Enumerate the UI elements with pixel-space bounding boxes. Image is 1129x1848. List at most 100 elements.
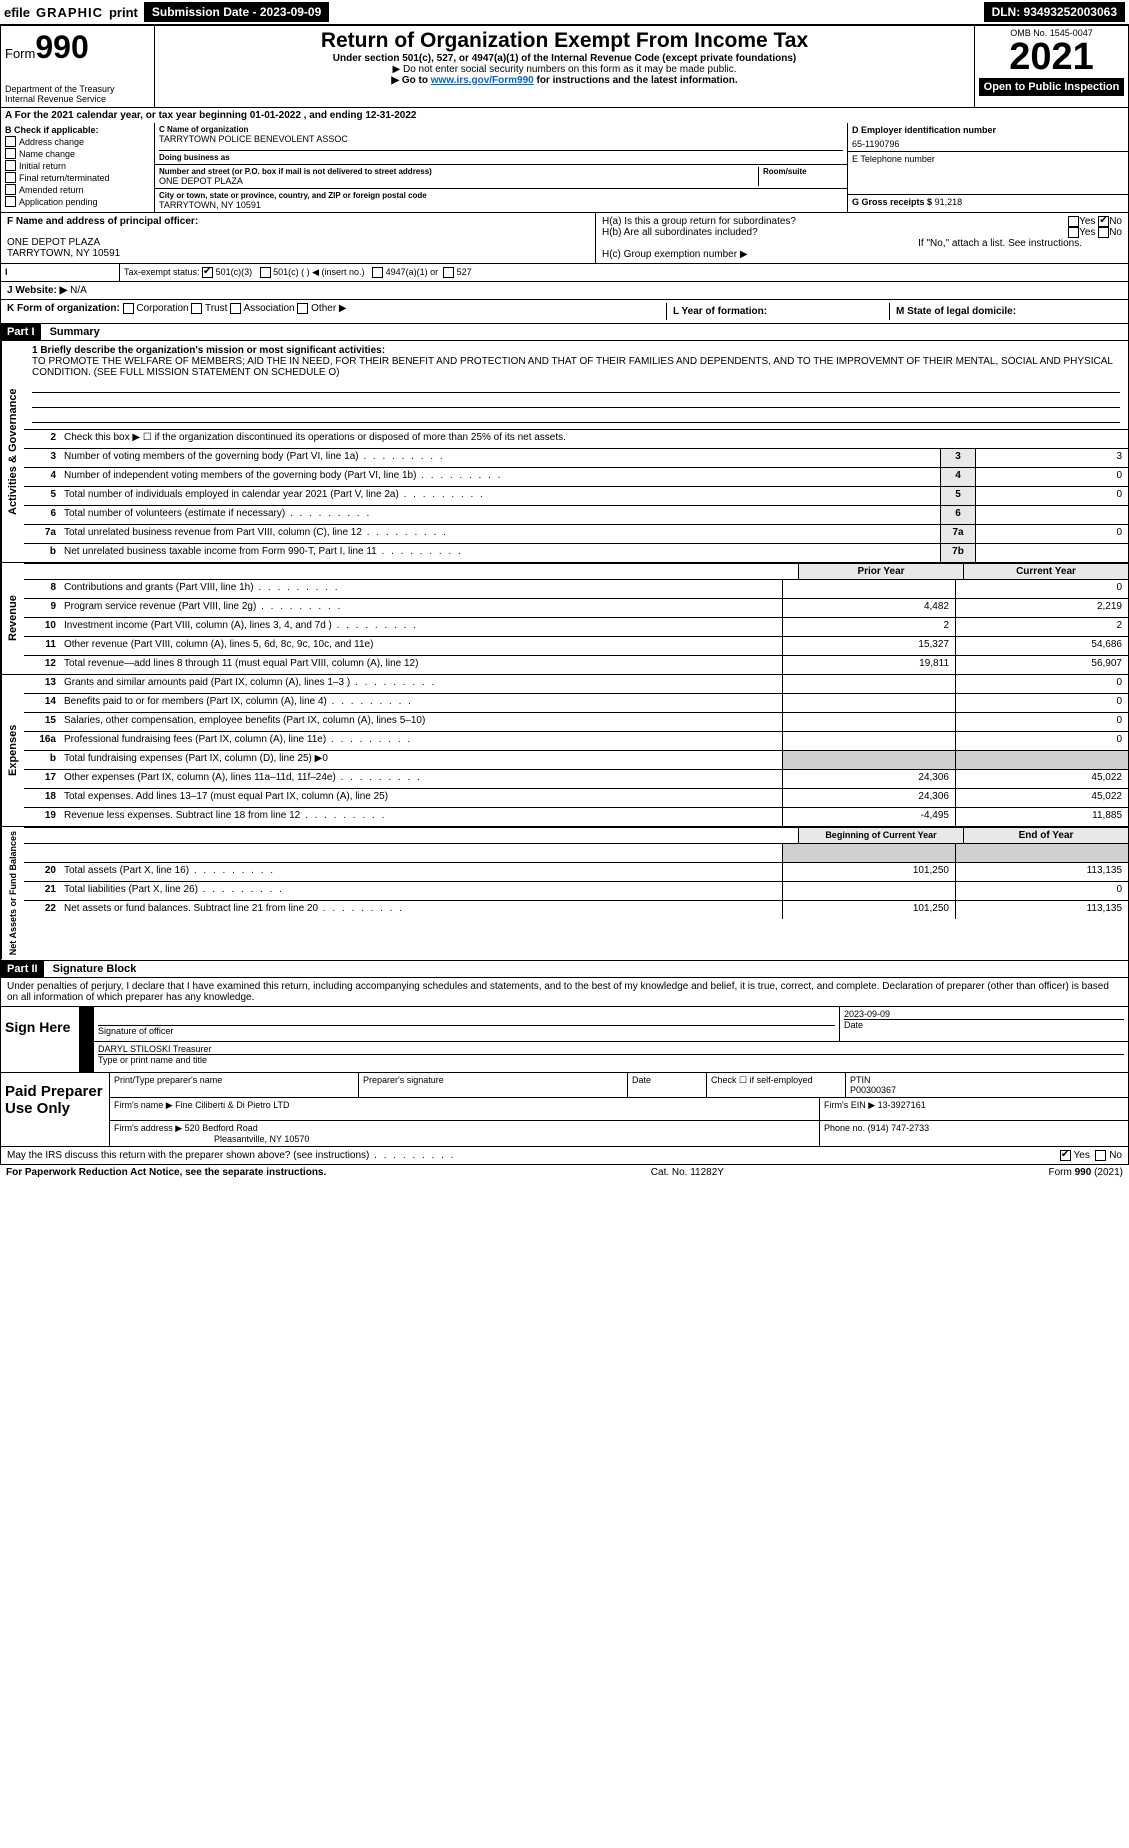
cb-name-change[interactable] [5,148,16,159]
a-begin: 01-01-2022 [250,110,301,121]
k-org-row: K Form of organization: Corporation Trus… [0,300,1129,324]
firm-name: Fine Ciliberti & Di Pietro LTD [175,1100,289,1110]
cb-address-change[interactable] [5,136,16,147]
footer-form-num: 990 [1075,1167,1092,1178]
hc-label: H(c) Group exemption number ▶ [602,249,1122,260]
line-7a-val: 0 [975,525,1128,543]
line-17-text: Other expenses (Part IX, column (A), lin… [60,770,782,788]
city-label: City or town, state or province, country… [159,191,843,200]
a-mid: , and ending [304,110,366,121]
part2-title: Signature Block [53,963,137,975]
ptin-value: P00300367 [850,1085,1124,1095]
form990-link[interactable]: www.irs.gov/Form990 [431,75,534,86]
part1-title: Summary [50,326,100,338]
line-6-text: Total number of volunteers (estimate if … [60,506,940,524]
line-15-curr: 0 [955,713,1128,731]
lbl-name-change: Name change [19,149,75,159]
line-8-text: Contributions and grants (Part VIII, lin… [60,580,782,598]
cb-ha-yes[interactable] [1068,216,1079,227]
ha-yes: Yes [1079,216,1095,227]
top-bar: efile GRAPHIC print Submission Date - 20… [0,0,1129,25]
cb-assoc[interactable] [230,303,241,314]
form-note-1: ▶ Do not enter social security numbers o… [161,64,968,75]
cb-hb-yes[interactable] [1068,227,1079,238]
cb-discuss-yes[interactable] [1060,1150,1071,1161]
form-number: 990 [35,29,88,65]
name-label: C Name of organization [159,125,843,134]
cb-trust[interactable] [191,303,202,314]
line-16a-prior [782,732,955,750]
lbl-501c: 501(c) ( ) ◀ (insert no.) [273,267,364,277]
firm-addr-label: Firm's address ▶ [114,1123,182,1133]
cb-other[interactable] [297,303,308,314]
sign-arrow-icon-2 [80,1042,94,1072]
a-pre: A For the 2021 calendar year, or tax yea… [5,110,250,121]
sign-block: Sign Here Signature of officer 2023-09-0… [0,1007,1129,1073]
line-8-curr: 0 [955,580,1128,598]
prior-year-hdr: Prior Year [798,564,963,579]
line-18-text: Total expenses. Add lines 13–17 (must eq… [60,789,782,807]
rev-vert-label: Revenue [1,563,24,674]
line-5-val: 0 [975,487,1128,505]
print-button[interactable]: print [109,5,138,20]
ein-value: 65-1190796 [852,139,1124,149]
line-10-prior: 2 [782,618,955,636]
line-7b-val [975,544,1128,562]
line-10-curr: 2 [955,618,1128,636]
phone-label: Phone no. [824,1123,865,1133]
sign-arrow-icon [80,1007,94,1041]
cb-amended[interactable] [5,184,16,195]
phone-value: (914) 747-2733 [868,1123,930,1133]
firm-addr2: Pleasantville, NY 10570 [114,1134,815,1144]
line-12-curr: 56,907 [955,656,1128,674]
cb-ha-no[interactable] [1098,216,1109,227]
footer-form-pre: Form [1049,1167,1075,1178]
line-9-text: Program service revenue (Part VIII, line… [60,599,782,617]
exp-vert-label: Expenses [1,675,24,826]
line-11-text: Other revenue (Part VIII, column (A), li… [60,637,782,655]
entity-block: B Check if applicable: Address change Na… [0,123,1129,213]
part1-header: Part I [1,324,41,340]
hb-label: H(b) Are all subordinates included? [602,227,758,238]
street-value: ONE DEPOT PLAZA [159,176,758,186]
city-value: TARRYTOWN, NY 10591 [159,200,843,210]
line-11-prior: 15,327 [782,637,955,655]
col-c: C Name of organization TARRYTOWN POLICE … [155,123,847,212]
rev-section: Revenue Prior YearCurrent Year 8Contribu… [0,563,1129,675]
col-d: D Employer identification number 65-1190… [847,123,1128,212]
lbl-final-return: Final return/terminated [19,173,110,183]
cb-501c[interactable] [260,267,271,278]
line-13-prior [782,675,955,693]
line-15-prior [782,713,955,731]
na-vert-label: Net Assets or Fund Balances [1,827,24,959]
tax-status-row: I Tax-exempt status: 501(c)(3) 501(c) ( … [0,264,1129,282]
firm-addr1: 520 Bedford Road [185,1123,258,1133]
beg-year-hdr: Beginning of Current Year [798,828,963,843]
discuss-no: No [1109,1150,1122,1161]
line-9-prior: 4,482 [782,599,955,617]
open-public-label: Open to Public Inspection [979,78,1124,96]
cb-app-pending[interactable] [5,196,16,207]
preparer-block: Paid Preparer Use Only Print/Type prepar… [0,1073,1129,1147]
cb-hb-no[interactable] [1098,227,1109,238]
lbl-app-pending: Application pending [19,197,98,207]
col-b: B Check if applicable: Address change Na… [1,123,155,212]
lbl-501c3: 501(c)(3) [216,267,253,277]
cb-501c3[interactable] [202,267,213,278]
ha-label: H(a) Is this a group return for subordin… [602,216,796,227]
line-13-curr: 0 [955,675,1128,693]
m-label: M State of legal domicile: [896,306,1016,317]
cb-corp[interactable] [123,303,134,314]
i-label: Tax-exempt status: [124,267,200,277]
cb-final-return[interactable] [5,172,16,183]
cb-initial-return[interactable] [5,160,16,171]
preparer-left-label: Paid Preparer Use Only [1,1073,110,1146]
line-18-curr: 45,022 [955,789,1128,807]
a-end: 12-31-2022 [365,110,416,121]
website-row: J Website: ▶ N/A [0,282,1129,300]
cb-4947[interactable] [372,267,383,278]
line-14-text: Benefits paid to or for members (Part IX… [60,694,782,712]
org-name: TARRYTOWN POLICE BENEVOLENT ASSOC [159,134,843,144]
cb-discuss-no[interactable] [1095,1150,1106,1161]
cb-527[interactable] [443,267,454,278]
